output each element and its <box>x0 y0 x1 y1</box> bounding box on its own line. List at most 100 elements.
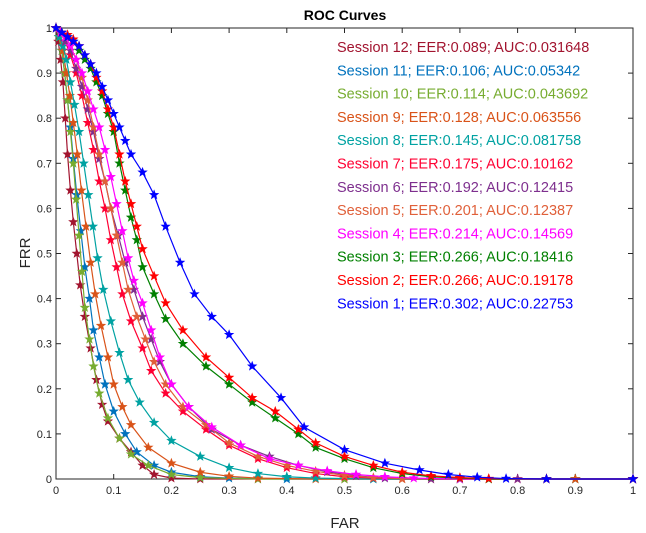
legend-entry: Session 11; EER:0.106; AUC:0.05342 <box>337 63 580 79</box>
data-point-star <box>69 99 80 110</box>
data-point-star <box>96 399 108 409</box>
x-tick-label: 0.3 <box>221 485 236 497</box>
data-point-star <box>50 22 62 33</box>
data-point-star <box>500 473 512 483</box>
x-axis-label: FAR <box>330 515 359 532</box>
data-point-star <box>223 470 235 481</box>
data-point-star <box>87 220 99 231</box>
data-point-star <box>275 392 287 403</box>
legend-entry: Session 9; EER:0.128; AUC:0.063556 <box>337 110 581 126</box>
legend-entry: Session 6; EER:0.192; AUC:0.12415 <box>337 180 573 196</box>
data-point-star <box>72 148 83 159</box>
data-point-star <box>137 166 148 177</box>
data-point-star <box>195 472 206 483</box>
data-point-star <box>122 252 134 263</box>
y-tick-label: 0 <box>46 474 52 486</box>
data-point-star <box>143 441 154 452</box>
y-tick-label: 0.8 <box>37 113 52 125</box>
data-point-star <box>102 415 114 426</box>
data-point-star <box>76 266 88 276</box>
data-point-star <box>56 27 67 37</box>
data-point-star <box>114 347 125 358</box>
data-point-star <box>246 360 258 371</box>
data-point-star <box>541 473 552 484</box>
data-point-star <box>140 333 151 344</box>
data-point-star <box>94 387 105 398</box>
data-point-star <box>68 36 79 46</box>
chart-title: ROC Curves <box>304 7 387 23</box>
data-point-star <box>293 460 304 470</box>
data-point-star <box>310 441 321 452</box>
data-point-star <box>73 40 85 51</box>
plot-area <box>55 27 634 480</box>
data-point-star <box>99 144 111 155</box>
x-tick-label: 0.6 <box>395 485 410 497</box>
data-point-star <box>443 469 454 479</box>
x-tick-label: 0.7 <box>452 485 467 497</box>
data-point-star <box>76 184 87 195</box>
data-point-star <box>79 54 91 64</box>
data-point-star <box>206 311 217 322</box>
data-point-star <box>71 54 82 64</box>
x-axis: 0 0.1 0.2 0.3 0.4 0.5 0.6 0.7 0.8 0.9 1 <box>53 28 636 497</box>
data-point-star <box>65 45 76 55</box>
data-point-star <box>92 252 103 263</box>
data-point-star <box>146 324 157 335</box>
data-point-star <box>223 378 235 389</box>
data-point-star <box>102 351 114 362</box>
data-point-star <box>90 288 101 299</box>
data-point-star <box>379 471 391 482</box>
data-point-star <box>91 72 102 83</box>
data-point-star <box>137 243 148 254</box>
data-point-star <box>120 135 131 146</box>
data-point-star <box>120 184 131 195</box>
data-point-star <box>252 472 264 483</box>
data-point-star <box>183 401 194 412</box>
data-point-star <box>246 396 258 407</box>
data-point-star <box>246 392 258 403</box>
data-point-star <box>114 148 125 159</box>
data-point-star <box>125 148 137 159</box>
y-tick-label: 0.6 <box>37 203 52 215</box>
data-point-star <box>270 405 281 416</box>
data-point-star <box>108 378 119 389</box>
data-point-star <box>368 460 379 470</box>
data-point-star <box>270 412 281 423</box>
data-point-star <box>148 270 160 281</box>
data-point-star <box>339 444 350 455</box>
legend-entry: Session 12; EER:0.089; AUC:0.031648 <box>337 40 589 56</box>
data-point-star <box>148 469 160 479</box>
data-point-star <box>137 261 148 272</box>
data-point-star <box>78 157 89 168</box>
series-layer <box>50 22 639 484</box>
x-tick-label: 0.1 <box>106 485 121 497</box>
data-point-star <box>79 311 91 322</box>
data-point-star <box>293 423 304 434</box>
y-tick-label: 0.4 <box>37 294 52 306</box>
data-point-star <box>125 419 137 430</box>
data-point-star <box>111 198 122 209</box>
data-point-star <box>235 439 246 450</box>
data-point-star <box>73 126 85 137</box>
data-point-star <box>114 121 125 132</box>
y-tick-label: 1 <box>46 23 52 35</box>
legend-entry: Session 8; EER:0.145; AUC:0.081758 <box>337 133 581 149</box>
data-point-star <box>310 437 321 448</box>
data-point-star <box>160 297 171 308</box>
data-point-star <box>281 471 292 482</box>
data-point-star <box>82 94 93 105</box>
data-point-star <box>350 469 362 479</box>
data-point-star <box>131 311 142 322</box>
legend-entry: Session 2; EER:0.266; AUC:0.19178 <box>337 273 573 289</box>
y-tick-label: 0.5 <box>37 249 52 261</box>
legend: Session 12; EER:0.089; AUC:0.031648 Sessi… <box>337 40 589 312</box>
data-point-star <box>148 189 160 200</box>
data-point-star <box>68 157 79 168</box>
legend-entry: Session 7; EER:0.175; AUC:0.10162 <box>337 157 573 173</box>
data-point-star <box>71 193 82 204</box>
legend-entry: Session 1; EER:0.302; AUC:0.22753 <box>337 296 573 312</box>
data-point-star <box>131 446 142 457</box>
data-point-star <box>65 184 76 195</box>
data-point-star <box>379 457 391 468</box>
